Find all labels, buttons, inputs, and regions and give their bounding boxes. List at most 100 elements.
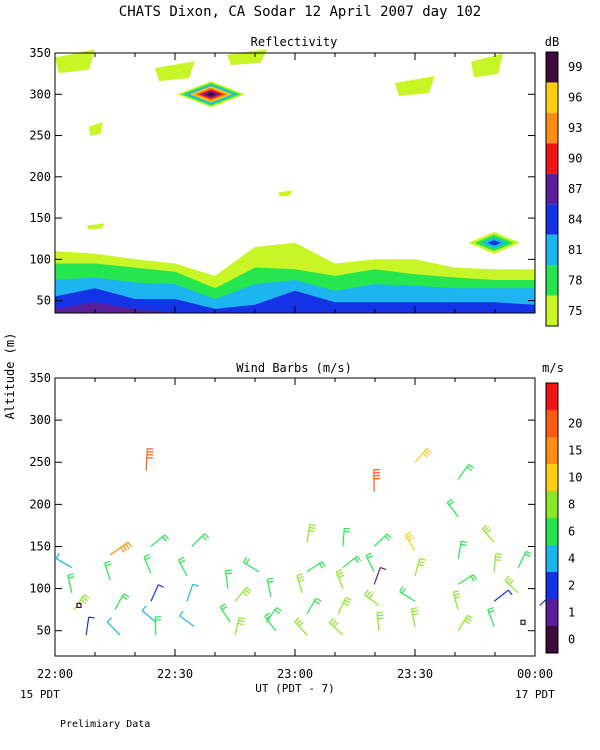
barb-flag bbox=[179, 610, 184, 617]
patch-4 bbox=[471, 53, 503, 78]
colorbar-segment bbox=[546, 265, 558, 296]
barb-flag bbox=[276, 607, 282, 612]
wind-barb bbox=[234, 616, 246, 636]
wind-barb bbox=[178, 556, 188, 577]
barb-flag bbox=[88, 616, 95, 619]
barb-flag bbox=[243, 557, 248, 563]
wind-barb bbox=[114, 593, 130, 610]
barb-flag bbox=[464, 619, 470, 625]
patch-1 bbox=[155, 61, 195, 82]
barb-flag bbox=[298, 579, 305, 582]
barb-flag bbox=[179, 559, 186, 564]
barb-flag bbox=[318, 563, 324, 569]
barb-shaft bbox=[55, 558, 73, 569]
barb-flag bbox=[524, 553, 531, 558]
wind-barb bbox=[457, 614, 473, 632]
wind-barb bbox=[446, 498, 459, 518]
barb-flag bbox=[368, 593, 374, 599]
barb-flag bbox=[331, 620, 337, 626]
x-tick-label: 23:30 bbox=[397, 667, 433, 681]
barb-flag bbox=[495, 556, 502, 558]
wind-barb bbox=[376, 611, 384, 631]
barb-flag bbox=[309, 523, 316, 527]
barb-shaft bbox=[342, 555, 358, 569]
barb-shaft bbox=[493, 553, 497, 572]
barb-flag bbox=[424, 450, 430, 456]
barb-flag bbox=[470, 575, 475, 582]
wind-barb bbox=[493, 553, 502, 572]
barb-flag bbox=[125, 543, 130, 550]
wind-barbs-title: Wind Barbs (m/s) bbox=[236, 361, 352, 375]
barb-flag bbox=[377, 614, 384, 617]
barb-flag bbox=[460, 543, 467, 546]
colorbar-tick: 99 bbox=[568, 60, 582, 74]
barb-flag bbox=[465, 617, 472, 622]
barb-flag bbox=[120, 547, 125, 553]
x-left-date: 15 PDT bbox=[20, 688, 60, 701]
barb-flag bbox=[380, 566, 387, 571]
y-tick-label: 50 bbox=[37, 624, 51, 638]
barb-flag bbox=[367, 555, 374, 559]
wind-barb bbox=[457, 540, 468, 560]
barb-flag bbox=[422, 452, 428, 458]
barb-flag bbox=[485, 528, 492, 534]
patch-6 bbox=[86, 223, 105, 230]
barb-shaft bbox=[106, 621, 121, 636]
wind-barb bbox=[306, 561, 326, 573]
y-tick-label: 150 bbox=[29, 539, 51, 553]
barb-shaft bbox=[243, 561, 260, 573]
barb-flag bbox=[321, 561, 326, 568]
colorbar-tick: 4 bbox=[568, 552, 575, 566]
y-tick-label: 200 bbox=[29, 170, 51, 184]
barb-flag bbox=[384, 535, 390, 541]
x-tick-label: 23:00 bbox=[277, 667, 313, 681]
barb-flag bbox=[386, 533, 392, 539]
wind-barb bbox=[67, 573, 75, 593]
patch-ring bbox=[206, 92, 216, 97]
barb-flag bbox=[401, 587, 406, 594]
barb-shaft bbox=[150, 584, 159, 602]
wind-barb bbox=[487, 607, 495, 627]
barb-flag bbox=[246, 586, 252, 592]
y-tick-label: 100 bbox=[29, 252, 51, 266]
wind-barb bbox=[76, 602, 82, 609]
wind-barb bbox=[265, 607, 282, 623]
barb-shaft bbox=[481, 528, 495, 543]
barb-flag bbox=[461, 540, 468, 544]
barb-flag bbox=[266, 614, 272, 620]
barb-shaft bbox=[342, 528, 345, 547]
barb-flag bbox=[453, 590, 460, 593]
wind-barb bbox=[106, 617, 121, 636]
barb-flag bbox=[315, 597, 322, 602]
barb-flag bbox=[267, 577, 274, 581]
barb-flag bbox=[338, 574, 345, 579]
wind-barb bbox=[452, 590, 461, 610]
colorbar-segment bbox=[546, 295, 558, 326]
barb-flag bbox=[487, 607, 494, 611]
barb-flag bbox=[267, 580, 274, 583]
wind-barb bbox=[414, 448, 432, 463]
colorbar-segment bbox=[546, 173, 558, 205]
reflectivity-panel: Reflectivity 50 100 150 200 250 300 350 75 78 81… bbox=[29, 35, 582, 327]
wind-barb bbox=[150, 584, 165, 602]
barb-flag bbox=[481, 524, 488, 530]
barb-flag bbox=[178, 556, 185, 561]
barb-flag bbox=[366, 591, 372, 597]
colorbar-tick: 84 bbox=[568, 212, 582, 226]
wind-barb bbox=[410, 607, 419, 627]
patch-ring bbox=[487, 240, 501, 246]
colorbar-tick: 78 bbox=[568, 273, 582, 287]
reflectivity-title: Reflectivity bbox=[251, 35, 338, 49]
figure-title: CHATS Dixon, CA Sodar 12 April 2007 day … bbox=[119, 4, 481, 20]
wind-barb bbox=[225, 569, 233, 589]
barb-flag bbox=[412, 613, 419, 616]
barb-flag bbox=[345, 597, 352, 601]
wind-barb bbox=[191, 533, 210, 547]
colorbar-segment bbox=[546, 52, 558, 83]
barb-shaft bbox=[191, 533, 205, 547]
barb-flag bbox=[204, 533, 210, 539]
barb-flag bbox=[297, 576, 304, 580]
barb-shaft bbox=[493, 589, 509, 602]
barb-flag bbox=[364, 589, 369, 595]
